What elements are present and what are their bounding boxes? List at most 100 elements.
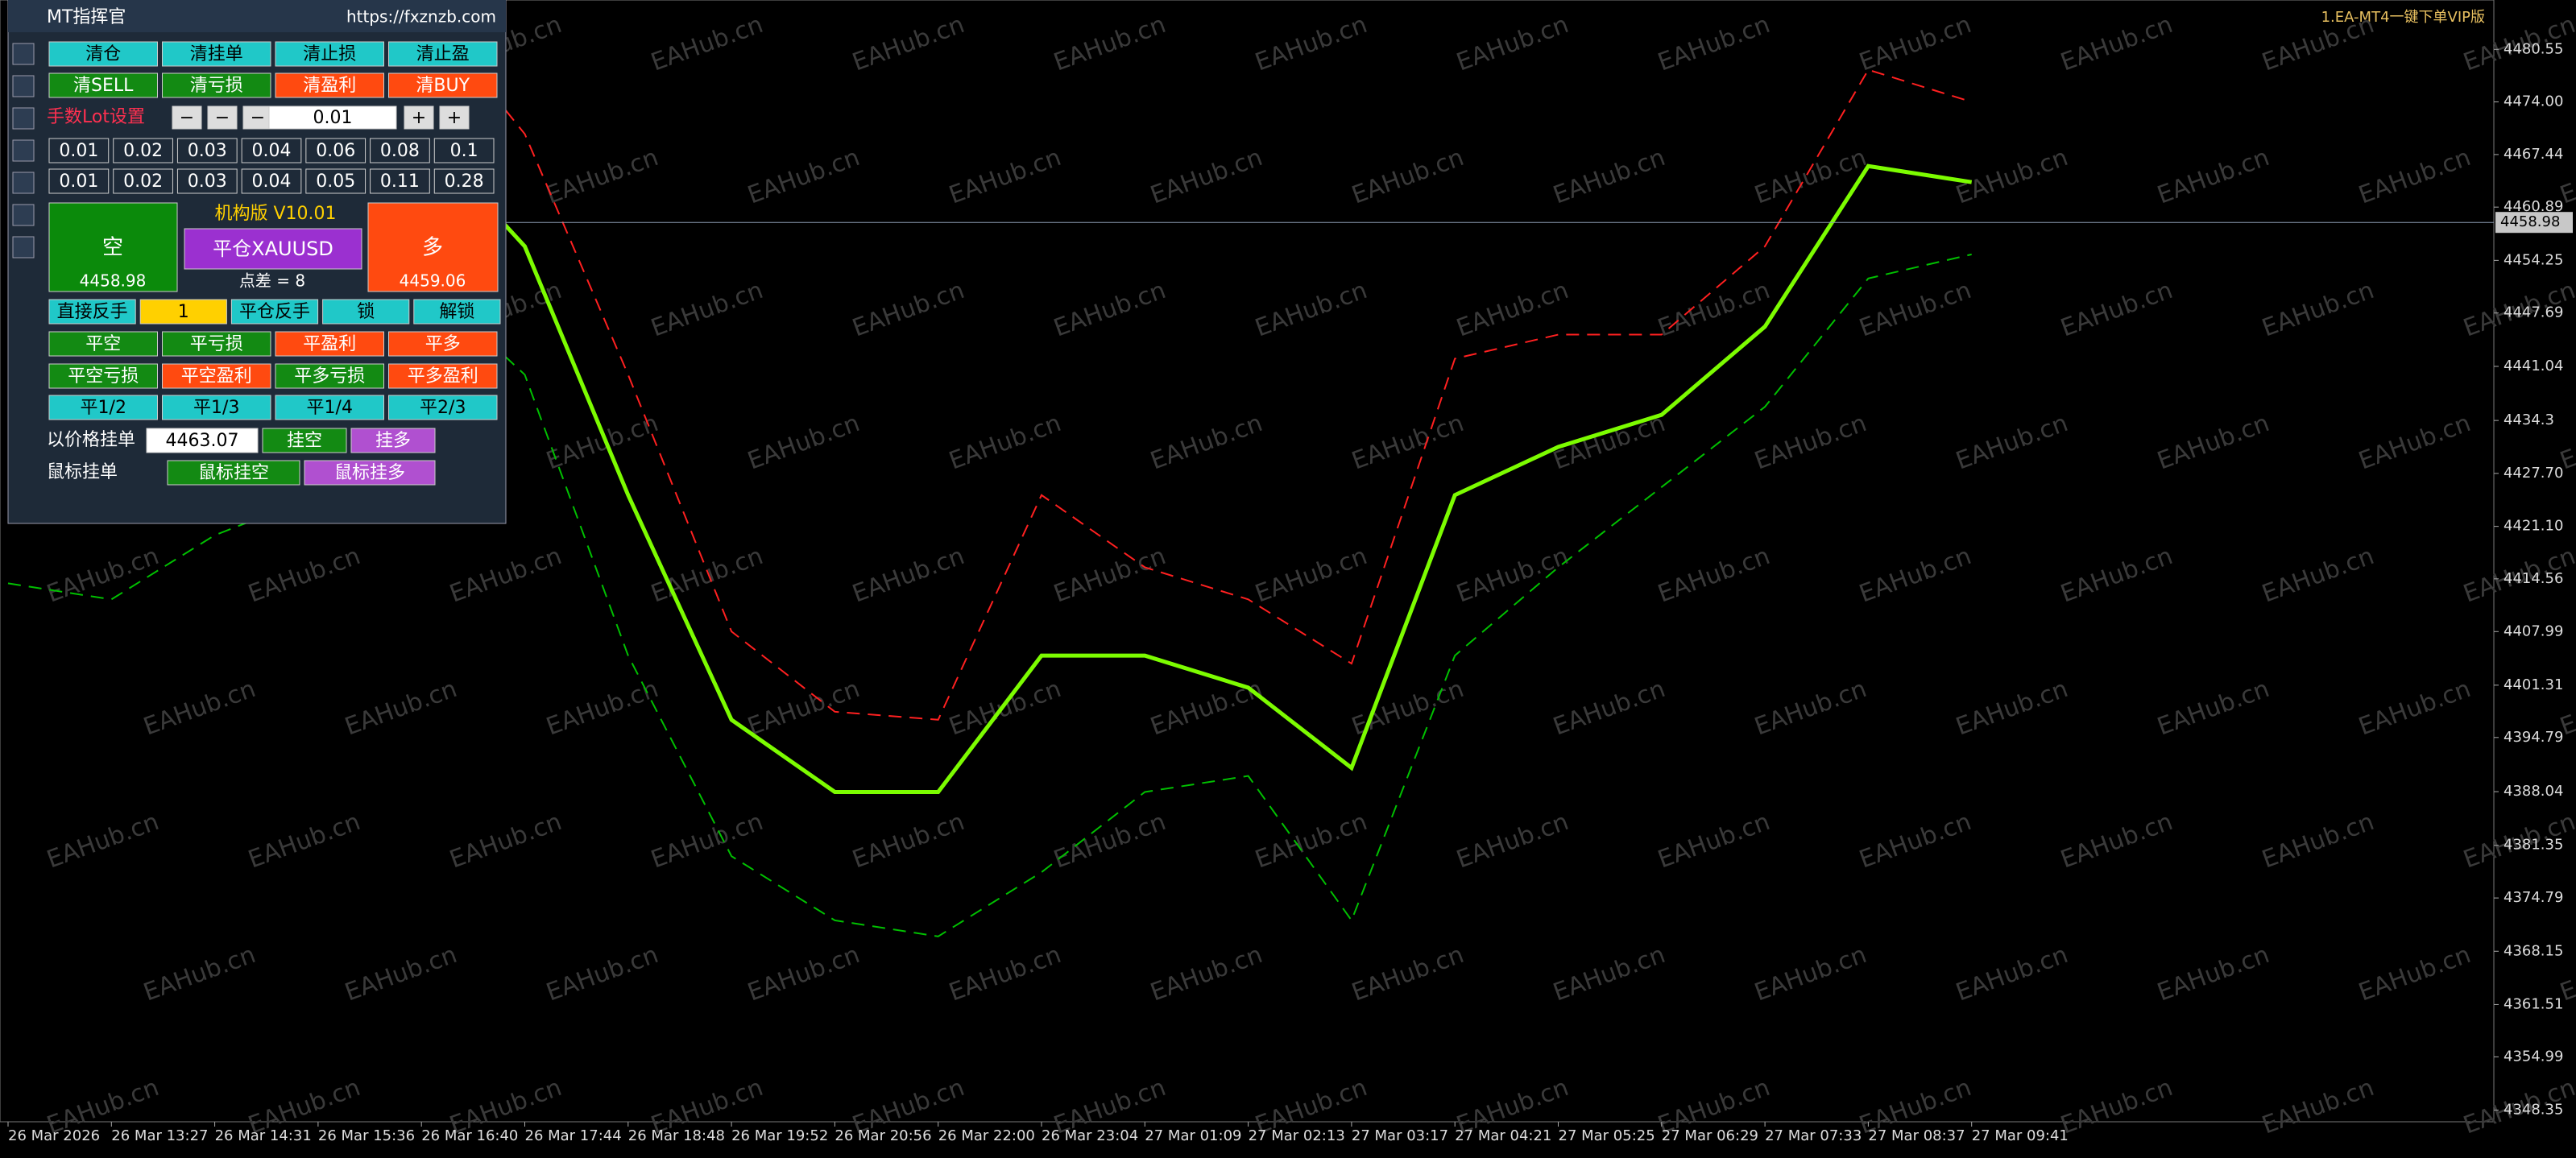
button-label: 平空亏损 — [68, 366, 139, 387]
button[interactable] — [162, 363, 271, 389]
panel-url: https://fxznzb.com — [346, 7, 496, 27]
button[interactable] — [322, 299, 410, 325]
button-label: 0.28 — [445, 172, 484, 192]
button-label: 平1/4 — [307, 398, 353, 418]
button[interactable] — [48, 395, 158, 420]
button-label: 鼠标挂多 — [334, 463, 405, 483]
panel-icon[interactable] — [12, 43, 35, 65]
y-tick-label: 4361.51 — [2504, 995, 2563, 1012]
button-label: 平多亏损 — [294, 366, 365, 387]
panel-icon[interactable] — [12, 236, 35, 258]
buy-box[interactable] — [367, 202, 499, 292]
button[interactable] — [388, 395, 498, 420]
y-tick-label: 4474.00 — [2504, 93, 2563, 110]
button-label: 0.06 — [316, 141, 355, 161]
button[interactable] — [48, 72, 158, 98]
button-label: 0.02 — [123, 172, 163, 192]
panel-icon[interactable] — [12, 204, 35, 226]
button[interactable] — [162, 395, 271, 420]
panel-icon[interactable] — [12, 107, 35, 130]
button[interactable] — [304, 460, 436, 486]
button[interactable] — [48, 41, 158, 67]
button[interactable] — [139, 299, 227, 325]
lot-label: 手数Lot设置 — [47, 107, 145, 127]
button[interactable] — [275, 72, 384, 98]
button-label: 清亏损 — [190, 76, 243, 96]
button-label: 平盈利 — [303, 334, 356, 354]
button-label: 平空盈利 — [181, 366, 252, 387]
x-tick-label: 26 Mar 22:00 — [938, 1127, 1035, 1144]
y-tick-label: 4381.35 — [2504, 837, 2563, 854]
button[interactable] — [388, 41, 498, 67]
button-label: 0.01 — [313, 108, 353, 128]
button-label: 清BUY — [416, 76, 470, 96]
y-tick-label: 4447.69 — [2504, 304, 2563, 321]
button[interactable] — [275, 363, 384, 389]
button[interactable] — [350, 428, 436, 453]
button[interactable] — [184, 228, 362, 270]
y-tick-label: 4414.56 — [2504, 570, 2563, 587]
button-label: 平空 — [85, 334, 121, 354]
button-label: 0.01 — [59, 172, 98, 192]
y-tick-label: 4407.99 — [2504, 622, 2563, 639]
button[interactable] — [48, 331, 158, 357]
button[interactable] — [305, 168, 367, 194]
button[interactable] — [268, 105, 397, 130]
y-tick-label: 4394.79 — [2504, 729, 2563, 746]
button[interactable] — [113, 138, 173, 163]
button[interactable] — [176, 168, 238, 194]
button[interactable] — [404, 105, 434, 130]
x-tick-label: 27 Mar 06:29 — [1662, 1127, 1758, 1144]
button[interactable] — [167, 460, 300, 486]
button[interactable] — [262, 428, 347, 453]
current-price-label: 4458.98 — [2500, 213, 2560, 230]
x-tick-label: 27 Mar 03:17 — [1352, 1127, 1448, 1144]
button[interactable] — [433, 138, 495, 163]
button[interactable] — [439, 105, 470, 130]
button[interactable] — [176, 138, 238, 163]
button[interactable] — [48, 299, 136, 325]
button[interactable] — [433, 168, 495, 194]
sell-box[interactable] — [48, 202, 178, 292]
x-tick-label: 27 Mar 07:33 — [1765, 1127, 1862, 1144]
button[interactable] — [370, 168, 430, 194]
button[interactable] — [241, 168, 302, 194]
x-tick-label: 27 Mar 02:13 — [1249, 1127, 1345, 1144]
spread: 点差 = 8 — [239, 271, 305, 291]
button[interactable] — [275, 395, 384, 420]
button[interactable] — [370, 138, 430, 163]
panel-icon[interactable] — [12, 75, 35, 97]
panel-icon[interactable] — [12, 172, 35, 194]
button[interactable] — [48, 168, 110, 194]
x-tick-label: 27 Mar 04:21 — [1455, 1127, 1551, 1144]
button[interactable] — [305, 138, 367, 163]
button-label: 4463.07 — [166, 431, 239, 451]
panel-icon[interactable] — [12, 139, 35, 162]
button[interactable] — [388, 331, 498, 357]
button[interactable] — [48, 138, 110, 163]
x-tick-label: 26 Mar 19:52 — [731, 1127, 828, 1144]
button-label: 清止损 — [303, 44, 356, 64]
button[interactable] — [162, 41, 271, 67]
button[interactable] — [242, 105, 273, 130]
button[interactable] — [241, 138, 302, 163]
button[interactable] — [388, 363, 498, 389]
button[interactable] — [230, 299, 319, 325]
button-label: − — [180, 108, 194, 128]
button[interactable] — [48, 363, 158, 389]
button[interactable] — [146, 428, 259, 453]
button[interactable] — [413, 299, 501, 325]
button[interactable] — [207, 105, 238, 130]
button[interactable] — [162, 331, 271, 357]
y-tick-label: 4480.55 — [2504, 40, 2563, 57]
button[interactable] — [275, 331, 384, 357]
button[interactable] — [172, 105, 202, 130]
button[interactable] — [113, 168, 173, 194]
button[interactable] — [388, 72, 498, 98]
button[interactable] — [162, 72, 271, 98]
button-label: 0.03 — [188, 141, 227, 161]
button-label: 挂空 — [287, 431, 322, 451]
button[interactable] — [275, 41, 384, 67]
